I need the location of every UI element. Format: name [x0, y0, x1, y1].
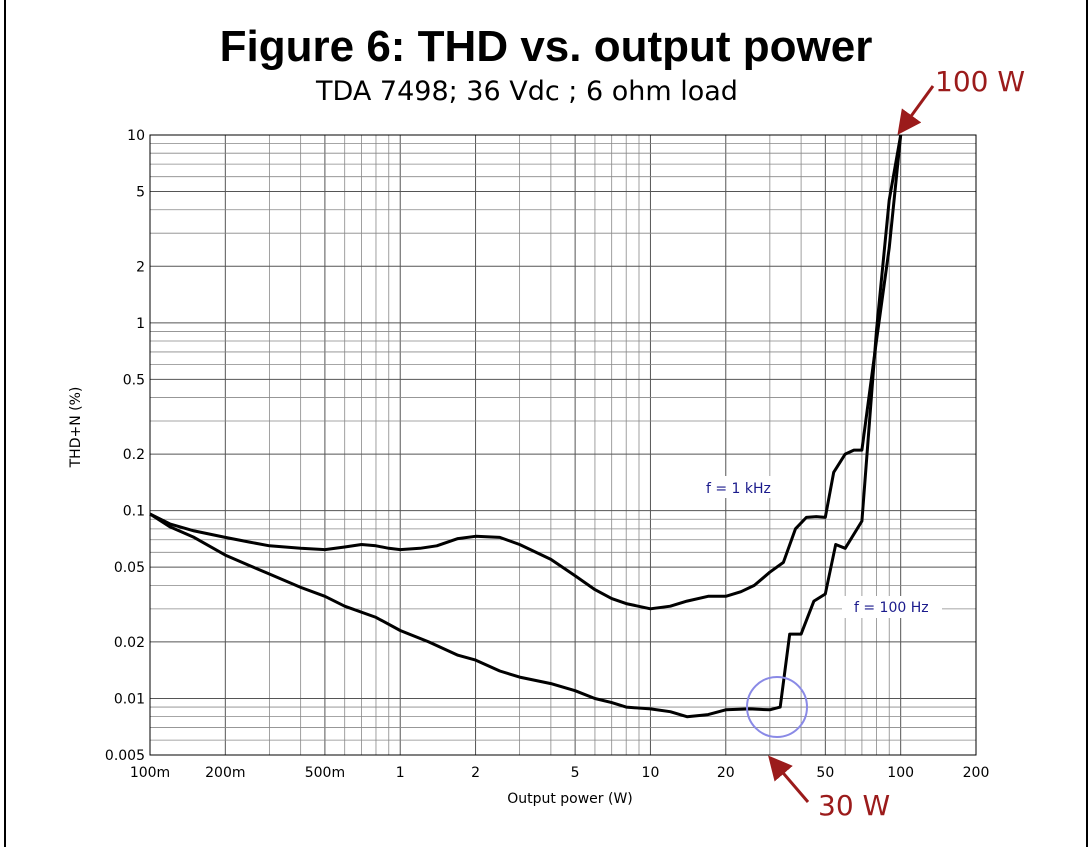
- y-tick-label: 0.02: [114, 635, 145, 651]
- y-tick-label: 10: [127, 128, 145, 144]
- y-tick-label: 2: [136, 259, 145, 275]
- series-lines: [149, 134, 903, 719]
- y-tick-label: 0.005: [105, 748, 145, 764]
- chart-title: Figure 6: THD vs. output power: [219, 22, 873, 71]
- x-tick-labels: 100m 200m 500m 1 2 5 10 20 50 100 200: [130, 765, 990, 781]
- series-line-100hz: [149, 134, 903, 719]
- x-tick-label: 200: [963, 765, 990, 781]
- x-tick-label: 200m: [205, 765, 245, 781]
- chart-subtitle: TDA 7498; 36 Vdc ; 6 ohm load: [316, 76, 738, 107]
- x-tick-label: 50: [816, 765, 834, 781]
- arrow-100w: [897, 85, 935, 135]
- x-tick-label: 5: [571, 765, 580, 781]
- x-tick-label: 20: [717, 765, 735, 781]
- y-tick-label: 1: [136, 316, 145, 332]
- x-tick-label: 100m: [130, 765, 170, 781]
- y-tick-label: 0.5: [123, 372, 145, 388]
- figure-frame: [4, 0, 1088, 847]
- highlight-circle: [746, 676, 808, 738]
- y-tick-label: 0.2: [123, 447, 145, 463]
- x-tick-label: 2: [471, 765, 480, 781]
- arrow-30w: [768, 755, 810, 803]
- annotation-100w: 100 W: [935, 65, 1025, 98]
- y-tick-label: 0.1: [123, 504, 145, 520]
- y-axis-label: THD+N (%): [68, 387, 84, 469]
- series-label-1khz-bg: [700, 476, 780, 498]
- series-label-100hz-bg: [842, 596, 942, 618]
- x-tick-label: 500m: [305, 765, 345, 781]
- series-line-1khz: [149, 134, 903, 611]
- x-tick-label: 100: [887, 765, 914, 781]
- y-tick-label: 0.05: [114, 560, 145, 576]
- series-label-100hz: f = 100 Hz: [854, 600, 929, 616]
- annotation-30w: 30 W: [818, 789, 890, 822]
- y-tick-label: 5: [136, 185, 145, 201]
- y-tick-label: 0.01: [114, 691, 145, 707]
- series-label-1khz: f = 1 kHz: [706, 481, 771, 497]
- y-tick-labels: 0.005 0.01 0.02 0.05 0.1 0.2 0.5 1 2 5 10: [105, 128, 145, 764]
- x-axis-label: Output power (W): [507, 791, 633, 807]
- plot-area: [149, 134, 977, 756]
- x-tick-label: 1: [396, 765, 405, 781]
- x-tick-label: 10: [642, 765, 660, 781]
- chart-grid: [149, 134, 977, 756]
